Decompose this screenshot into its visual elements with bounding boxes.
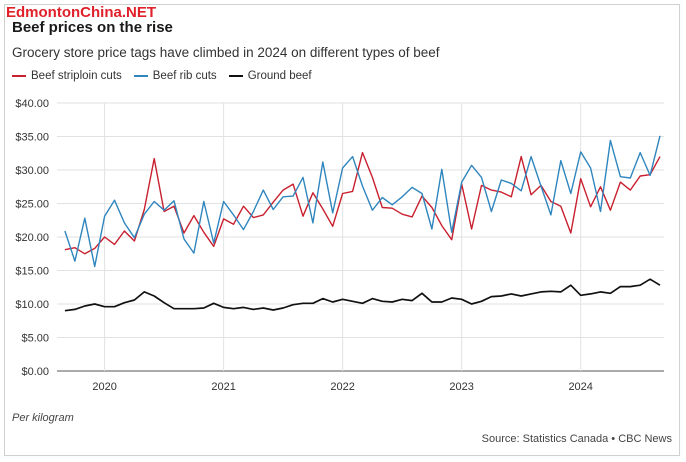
legend-item-ground: Ground beef [228,70,312,82]
x-tick-label: 2023 [449,381,473,393]
y-tick-label: $40.00 [15,98,49,110]
y-tick-label: $0.00 [21,366,49,378]
y-tick-label: $25.00 [15,199,49,211]
watermark: EdmontonChina.NET [6,4,156,21]
y-tick-label: $10.00 [15,299,49,311]
y-tick-label: $5.00 [21,333,49,345]
legend-swatch-striploin [12,75,26,77]
source-credit: Source: Statistics Canada • CBC News [481,433,672,445]
x-tick-label: 2020 [92,381,116,393]
series-line-beef-rib-cuts [64,135,661,268]
chart-subtitle: Grocery store price tags have climbed in… [12,45,440,60]
x-tick-label: 2021 [211,381,235,393]
x-tick-label: 2022 [330,381,354,393]
legend-swatch-rib [133,75,148,77]
legend-label-ground: Ground beef [247,70,312,82]
legend-swatch-ground [228,75,243,77]
x-tick-label: 2024 [568,381,592,393]
legend-label-rib: Beef rib cuts [152,70,217,82]
legend-item-rib: Beef rib cuts [133,70,217,82]
series-line-ground-beef [64,278,661,312]
legend-item-striploin: Beef striploin cuts [12,70,122,82]
footnote: Per kilogram [12,412,74,424]
legend-label-striploin: Beef striploin cuts [31,70,122,82]
series-line-beef-striploin-cuts [64,151,661,255]
legend: Beef striploin cuts Beef rib cuts Ground… [12,70,312,82]
y-tick-label: $35.00 [15,132,49,144]
y-tick-label: $30.00 [15,165,49,177]
y-tick-label: $15.00 [15,266,49,278]
chart-title: Beef prices on the rise [12,19,173,36]
y-tick-label: $20.00 [15,232,49,244]
chart-frame [4,4,680,456]
